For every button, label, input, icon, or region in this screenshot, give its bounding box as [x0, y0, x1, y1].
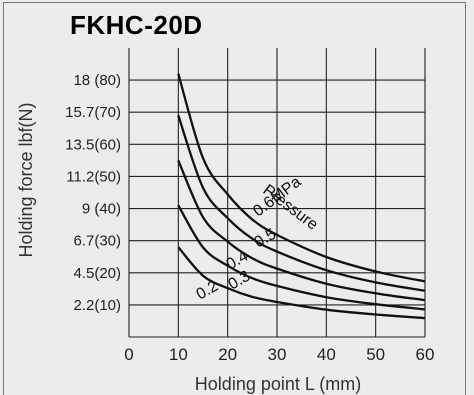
- y-tick-label: 15.7(70): [65, 104, 121, 121]
- x-tick-label: 50: [366, 345, 385, 364]
- curve-03: [177, 204, 426, 311]
- y-tick-label: 6.7(30): [73, 233, 121, 250]
- y-tick-label: 13.5(60): [65, 136, 121, 153]
- x-tick-label: 60: [416, 345, 435, 364]
- curve-06mpa: [177, 73, 426, 283]
- curve-05: [177, 115, 426, 292]
- curve-layer: [177, 73, 426, 320]
- curve-label: 0.2: [194, 278, 222, 304]
- grid-layer: 0 10 20 30 40 50 60 2.2(10) 4.5(20) 6.7(30) 9 (40)…: [65, 48, 434, 364]
- x-tick-label: 30: [268, 345, 287, 364]
- y-tick-label: 18 (80): [73, 72, 121, 89]
- x-tick-label: 20: [218, 345, 237, 364]
- x-tick-label: 40: [317, 345, 336, 364]
- curve-02: [177, 246, 426, 320]
- y-tick-label: 4.5(20): [73, 265, 121, 282]
- y-tick-label: 9 (40): [82, 201, 121, 218]
- x-tick-label: 10: [169, 345, 188, 364]
- x-tick-label: 0: [124, 345, 133, 364]
- curve-label: 0.5: [252, 226, 280, 252]
- curve-04: [177, 159, 426, 302]
- y-axis-label: Holding force lbf(N): [16, 102, 36, 257]
- y-tick-label: 11.2(50): [66, 168, 121, 185]
- chart-title: FKHC-20D: [70, 10, 203, 40]
- y-tick-label: 2.2(10): [73, 297, 121, 314]
- chart-frame: [3, 2, 466, 395]
- x-axis-label: Holding point L (mm): [195, 374, 361, 394]
